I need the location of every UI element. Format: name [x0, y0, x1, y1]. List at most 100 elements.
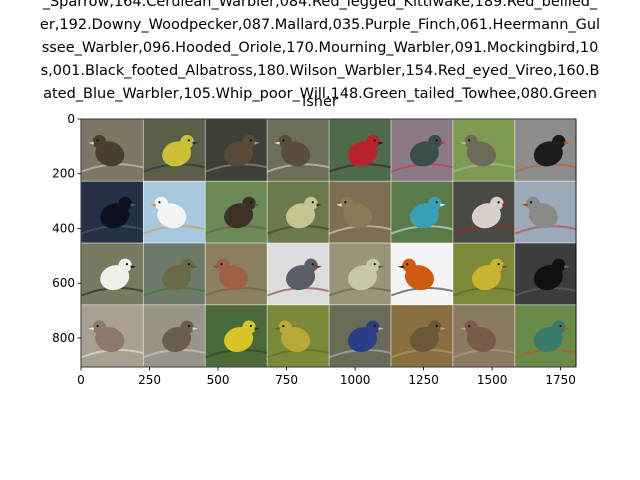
bird-image-tile — [205, 243, 268, 305]
bird-eye — [311, 201, 314, 204]
bird-head — [464, 320, 478, 334]
bird-image-tile — [81, 119, 144, 181]
bird-body — [533, 141, 563, 167]
bird-image-tile — [267, 305, 330, 367]
y-tick-label: 0 — [67, 112, 75, 126]
bird-beak — [130, 265, 137, 269]
bird-eye — [249, 324, 252, 328]
bird-eye — [468, 139, 471, 142]
bird-body — [471, 265, 501, 291]
bird-eye — [158, 201, 161, 204]
bird-beak — [274, 141, 280, 145]
bird-image-tile — [328, 243, 391, 305]
bird-body — [100, 203, 130, 229]
bird-eye — [435, 139, 438, 142]
bird-beak — [378, 265, 384, 269]
bird-image-tile — [267, 243, 330, 305]
bird-beak — [130, 203, 137, 207]
bird-body — [528, 203, 558, 229]
bird-head — [118, 196, 132, 211]
bird-head — [216, 258, 230, 273]
y-tick-label: 200 — [52, 167, 75, 181]
bird-body — [281, 141, 311, 167]
bird-beak — [88, 141, 94, 145]
bird-image-tile — [514, 305, 577, 367]
bird-body — [162, 326, 192, 352]
bird-head — [428, 320, 442, 334]
bird-body — [224, 203, 254, 229]
bird-head — [428, 196, 442, 211]
bird-beak — [502, 265, 508, 269]
tiles-layer — [81, 119, 577, 367]
bird-eye — [559, 139, 562, 142]
bird-image-tile — [205, 181, 268, 243]
bird-head — [278, 320, 292, 334]
bird-image-tile — [514, 243, 577, 305]
bird-image-tile — [81, 305, 144, 367]
bird-body — [162, 141, 192, 167]
bird-head — [366, 134, 380, 149]
bird-head — [551, 258, 566, 273]
bird-image-tile — [143, 181, 206, 243]
bird-image-tile — [514, 119, 577, 181]
x-tick-label: 500 — [207, 373, 230, 387]
bird-beak — [192, 327, 199, 331]
bird-beak — [521, 203, 528, 207]
bird-image-tile — [390, 243, 453, 305]
bird-head — [366, 320, 380, 334]
bird-image-tile — [452, 305, 515, 367]
bird-beak — [502, 203, 508, 207]
bird-eye — [282, 324, 285, 328]
bird-body — [347, 141, 377, 167]
bird-head — [242, 320, 256, 334]
bird-image-tile — [452, 119, 515, 181]
bird-body — [100, 265, 130, 291]
bird-beak — [254, 203, 261, 207]
bird-body — [157, 203, 187, 229]
bird-beak — [564, 327, 570, 331]
bird-beak — [316, 203, 323, 207]
bird-head — [464, 134, 478, 149]
y-tick-label: 400 — [52, 221, 75, 235]
bird-head — [180, 320, 194, 334]
bird-head — [180, 134, 194, 149]
bird-body — [162, 265, 192, 291]
bird-beak — [564, 265, 570, 269]
bird-beak — [440, 141, 446, 145]
x-tick-label: 1500 — [477, 373, 508, 387]
bird-beak — [254, 327, 261, 331]
bird-head — [551, 320, 566, 334]
bird-head — [242, 134, 256, 149]
bird-eye — [497, 201, 500, 204]
bird-head — [428, 134, 442, 149]
title-line-2: er,192.Downy_Woodpecker,087.Mallard,035.… — [39, 17, 601, 33]
bird-head — [180, 258, 194, 273]
bird-eye — [530, 201, 533, 204]
title-line-5: ated_Blue_Warbler,105.Whip_poor_Will,148… — [43, 86, 597, 102]
x-tick-label: 250 — [138, 373, 161, 387]
bird-eye — [373, 139, 376, 142]
bird-head — [304, 196, 318, 211]
bird-body — [471, 203, 501, 229]
bird-body — [95, 141, 125, 167]
bird-body — [224, 326, 254, 352]
bird-eye — [187, 324, 191, 328]
bird-head — [304, 258, 318, 273]
bird-head — [490, 196, 504, 211]
bird-image-tile — [390, 181, 453, 243]
bird-eye — [220, 263, 223, 266]
bird-body — [95, 326, 125, 352]
bird-eye — [282, 139, 285, 142]
bird-body — [409, 326, 439, 352]
bird-head — [242, 196, 256, 211]
bird-beak — [336, 203, 342, 207]
axes-frame — [80, 118, 577, 368]
bird-image-tile — [514, 181, 577, 243]
bird-beak — [274, 327, 280, 331]
bird-image-tile — [143, 243, 206, 305]
bird-beak — [192, 141, 199, 145]
x-tick-label: 750 — [275, 373, 298, 387]
bird-body — [347, 265, 377, 291]
bird-image-tile — [452, 243, 515, 305]
